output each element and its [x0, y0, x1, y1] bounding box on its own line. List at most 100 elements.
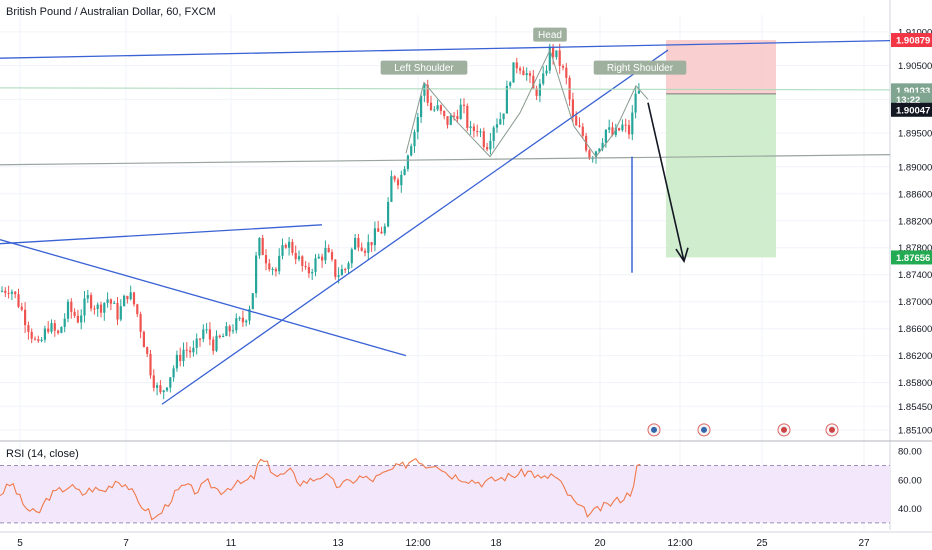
candle-up [66, 301, 70, 319]
candle-up [248, 308, 251, 321]
candle-up [324, 247, 327, 261]
candle-up [459, 104, 462, 120]
candle-down [139, 314, 142, 332]
candle-down [20, 306, 23, 310]
candle-down [198, 338, 202, 340]
candle-up [505, 85, 508, 114]
take-profit-zone [666, 93, 776, 258]
y-tick-label: 1.89500 [898, 129, 932, 140]
price-badge [891, 102, 932, 117]
candle-down [532, 75, 535, 89]
y-tick-label: 1.88600 [898, 189, 932, 200]
candle-down [357, 237, 360, 248]
candle-down [136, 304, 139, 315]
candle-up [423, 84, 426, 96]
candle-down [360, 247, 363, 251]
candle-down [472, 126, 475, 132]
candle-down [37, 339, 40, 342]
candle-down [90, 295, 93, 309]
candle-up [420, 95, 423, 118]
candle-down [558, 50, 561, 66]
candle-up [175, 354, 178, 369]
candle-down [189, 350, 192, 353]
candle-down [453, 115, 456, 117]
pattern-label: Head [538, 30, 562, 41]
candle-up [317, 256, 320, 259]
candle-up [350, 249, 353, 264]
candle-up [231, 330, 235, 332]
candle-up [400, 174, 403, 186]
candle-up [278, 255, 281, 272]
candle-down [380, 231, 383, 234]
candle-down [486, 147, 489, 150]
pattern-label-box [533, 27, 567, 42]
pattern-label-box [380, 60, 468, 75]
rsi-tick-label: 40.00 [898, 504, 922, 515]
candle-up [165, 387, 169, 391]
candle-up [172, 368, 175, 378]
candle-up [631, 112, 634, 135]
candle-down [284, 244, 287, 248]
candle-down [7, 292, 10, 294]
x-tick-label: 13 [332, 538, 344, 549]
candle-up [123, 295, 126, 307]
candle-up [103, 302, 106, 313]
candle-down [14, 291, 17, 295]
candle-down [27, 325, 30, 332]
candle-up [297, 256, 301, 260]
candle-up [86, 295, 89, 299]
candle-down [268, 263, 271, 270]
price-badge [891, 33, 932, 48]
head-shoulders-outline [405, 48, 649, 158]
candle-up [63, 318, 66, 327]
candle-up [469, 126, 472, 128]
candle-down [552, 46, 555, 58]
x-tick-label: 27 [858, 538, 870, 549]
candle-up [390, 176, 393, 202]
candle-up [608, 127, 611, 130]
candle-up [403, 168, 406, 175]
descending-trendline [0, 239, 407, 357]
x-tick-label: 25 [756, 538, 768, 549]
candle-up [387, 201, 390, 227]
candle-up [509, 82, 512, 86]
x-tick-label: 12:00 [667, 538, 692, 549]
candle-down [132, 292, 136, 305]
candle-down [535, 88, 538, 96]
candle-up [195, 338, 198, 348]
y-tick-label: 1.91000 [898, 27, 932, 38]
candle-down [24, 309, 27, 326]
candle-down [344, 269, 347, 271]
candle-up [10, 291, 13, 294]
candle-up [192, 347, 195, 353]
candle-up [499, 119, 502, 125]
y-tick-label: 1.85800 [898, 378, 932, 389]
candle-up [416, 117, 419, 133]
candle-down [466, 105, 469, 128]
candle-up [156, 385, 159, 388]
y-tick-label: 1.85100 [898, 425, 932, 436]
candle-down [377, 228, 380, 232]
candle-up [413, 132, 416, 147]
rsi-tick-label: 60.00 [898, 475, 922, 486]
candle-up [598, 148, 601, 152]
candle-down [261, 238, 264, 256]
candle-down [291, 241, 294, 253]
candle-up [406, 155, 409, 169]
candle-down [571, 99, 574, 117]
candle-down [307, 267, 310, 274]
y-tick-label: 1.86600 [898, 324, 932, 335]
candle-up [548, 46, 551, 71]
candle-down [611, 127, 614, 136]
candle-up [0, 290, 4, 292]
candle-up [288, 241, 291, 248]
projection-arrowhead [675, 247, 689, 264]
y-tick-label: 1.88200 [898, 216, 932, 227]
candle-up [410, 146, 413, 156]
candle-up [489, 140, 492, 150]
candle-up [271, 269, 274, 271]
candle-up [182, 349, 185, 361]
candle-up [367, 242, 370, 253]
